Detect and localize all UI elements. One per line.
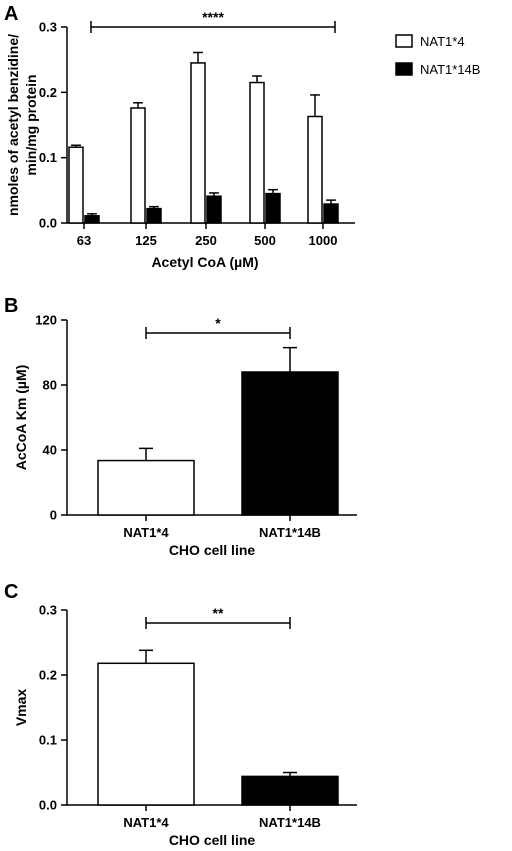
y-tick-label: 0.2 [39,668,57,683]
bar-NAT1*4-500 [249,81,265,224]
y-tick-label: 0.1 [39,150,57,165]
x-axis-label: Acetyl CoA (µM) [151,254,258,270]
legend-swatch-NAT1*14B [395,62,413,76]
y-tick-label: 0.1 [39,733,57,748]
y-axis-label-line1: nmoles of acetyl benzidine/ [5,34,21,216]
y-axis-label: AcCoA Km (µM) [13,365,29,471]
x-tick-label: NAT1*4 [123,525,169,540]
bar-NAT1*4-1000 [307,115,323,224]
significance-stars: **** [202,9,224,25]
significance-stars: * [215,315,221,331]
x-axis-label: CHO cell line [169,542,256,558]
legend-label-NAT1*14B: NAT1*14B [420,62,480,77]
bar-NAT1*14B-250 [206,195,222,224]
x-tick-label: 1000 [309,233,338,248]
y-tick-label: 0.0 [39,798,57,813]
panel-letter-C: C [4,581,18,603]
bar-NAT1*14B-63 [84,215,100,224]
y-axis-label: Vmax [13,689,29,727]
y-axis-label-group: AcCoA Km (µM) [13,365,29,471]
legend-label-NAT1*4: NAT1*4 [420,34,465,49]
x-axis-label: CHO cell line [169,832,256,848]
y-tick-label: 0.3 [39,603,57,618]
y-tick-label: 80 [43,378,57,393]
bar-NAT1*4 [97,662,195,806]
y-axis-label-group: Vmax [13,689,29,727]
y-tick-label: 0.2 [39,85,57,100]
panel-letter-B: B [4,295,18,317]
y-tick-label: 0 [50,508,57,523]
bar-NAT1*4-250 [190,62,206,224]
bar-NAT1*14B-125 [146,207,162,224]
y-tick-label: 0.0 [39,216,57,231]
y-axis-label: nmoles of acetyl benzidine/min/mg protei… [5,34,39,216]
x-tick-label: NAT1*4 [123,815,169,830]
bar-NAT1*14B-500 [265,192,281,224]
y-tick-label: 120 [35,313,57,328]
legend-swatch-NAT1*4 [395,34,413,48]
bar-NAT1*14B-1000 [323,203,339,224]
y-axis-label-line2: min/mg protein [23,74,39,175]
x-tick-label: 500 [254,233,276,248]
bar-NAT1*14B [241,775,339,806]
y-tick-label: 0.3 [39,20,57,35]
x-tick-label: 250 [195,233,217,248]
bar-NAT1*4 [97,459,195,516]
bar-NAT1*4-125 [130,107,146,224]
y-tick-label: 40 [43,443,57,458]
x-tick-label: 63 [77,233,91,248]
x-tick-label: 125 [135,233,157,248]
x-tick-label: NAT1*14B [259,525,321,540]
significance-stars: ** [213,605,224,621]
x-tick-label: NAT1*14B [259,815,321,830]
bar-NAT1*4-63 [68,146,84,224]
panel-letter-A: A [4,3,18,25]
bar-NAT1*14B [241,371,339,516]
